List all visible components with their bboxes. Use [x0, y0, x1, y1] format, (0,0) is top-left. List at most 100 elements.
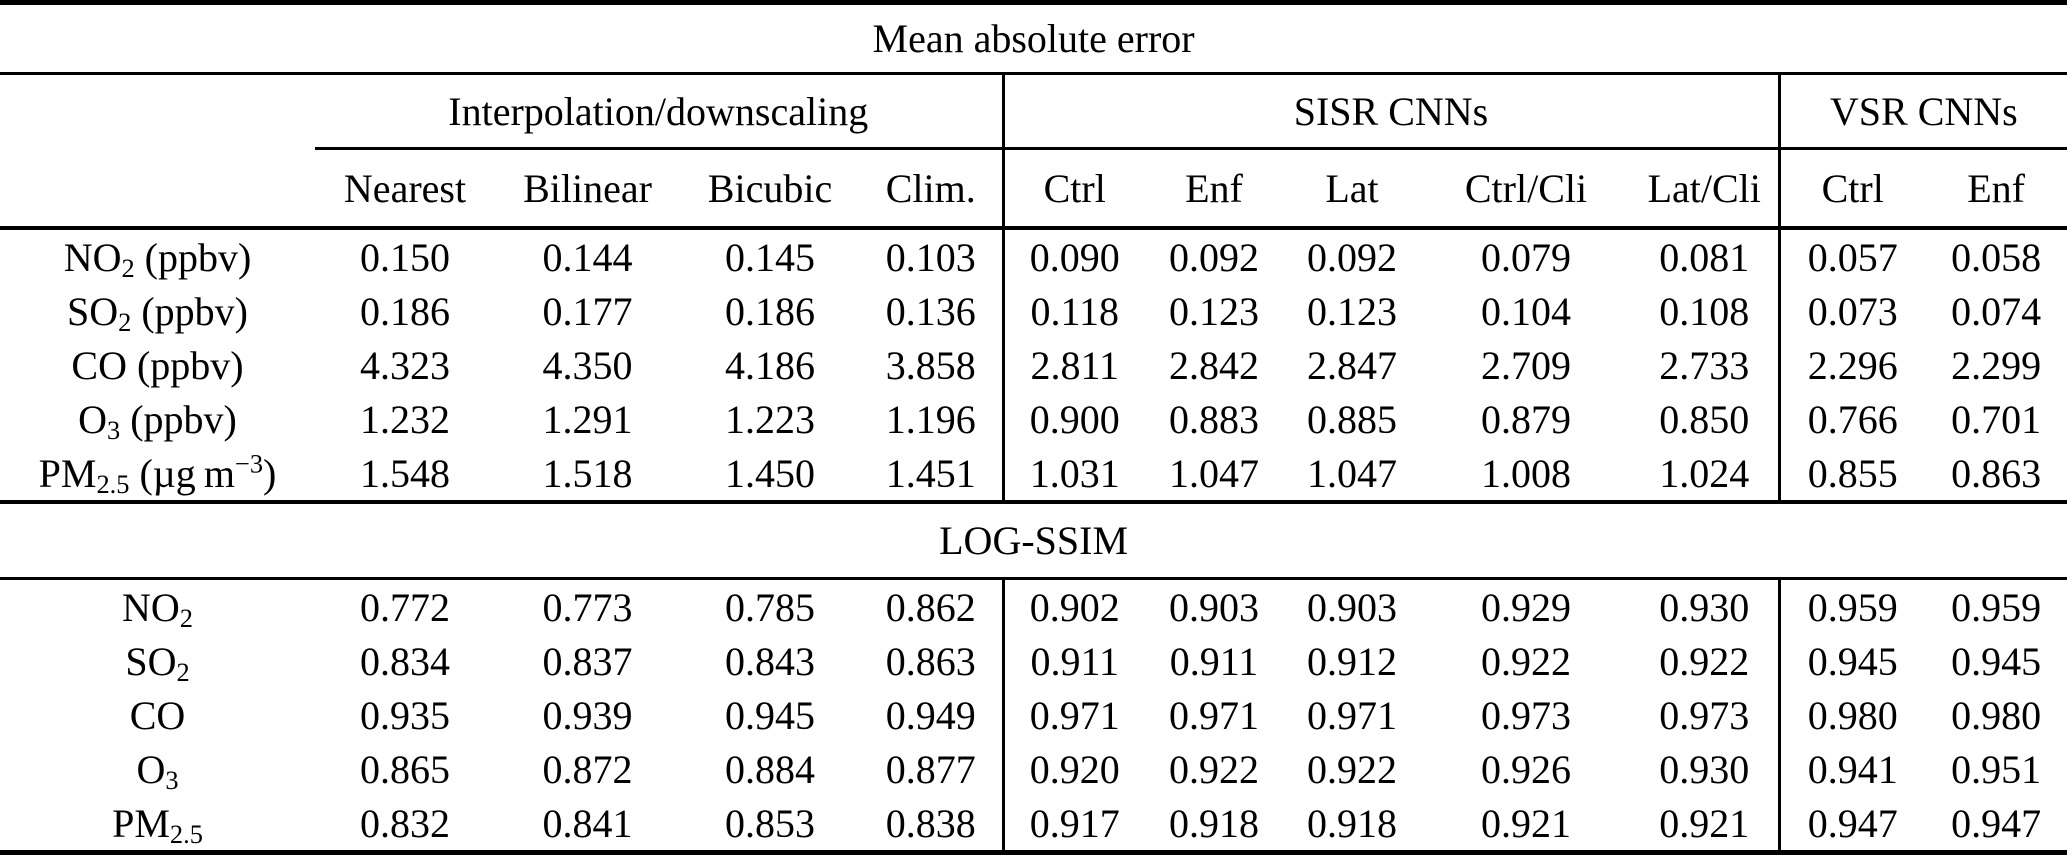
value-cell: 0.766	[1777, 392, 1925, 446]
section-title-ssim-row: LOG-SSIM	[0, 502, 2067, 580]
value-cell: 2.296	[1777, 338, 1925, 392]
value-cell: 0.090	[1001, 228, 1145, 284]
row-label: NO2 (ppbv)	[0, 228, 315, 284]
table-row: O3 (ppbv) 1.232 1.291 1.223 1.196 0.900 0.883 0…	[0, 392, 2067, 446]
value-cell: 0.841	[542, 800, 633, 846]
col-header-sisr-ctrlcli: Ctrl/Cli	[1421, 148, 1631, 230]
value-cell: 0.865	[360, 746, 450, 792]
label-text: NO	[63, 234, 122, 280]
value-cell: 1.223	[725, 396, 815, 442]
value-cell: 0.930	[1659, 746, 1750, 792]
table-row: O3 0.865 0.872 0.884 0.877 0.920 0.922 0.922 0.9…	[0, 742, 2067, 796]
table-row: NO2 (ppbv) 0.150 0.144 0.145 0.103 0.090 0.092…	[0, 228, 2067, 284]
value-cell: 0.917	[1001, 796, 1145, 853]
value-cell: 0.947	[1951, 800, 2042, 846]
value-cell: 0.918	[1169, 800, 1259, 846]
superscript: −3	[234, 447, 264, 478]
value-cell: 0.123	[1169, 288, 1259, 334]
value-cell: 0.773	[542, 584, 633, 630]
value-cell: 1.196	[885, 396, 976, 442]
value-cell: 2.299	[1951, 342, 2042, 388]
value-cell: 1.047	[1145, 446, 1283, 504]
subscript: 3	[107, 414, 121, 445]
subscript: 2.5	[169, 818, 203, 849]
section-title-ssim-body: LOG-SSIM	[0, 502, 2067, 580]
value-cell: 0.903	[1169, 584, 1259, 630]
subscript: 2	[179, 602, 193, 633]
value-cell: 2.847	[1307, 342, 1397, 388]
value-cell: 0.843	[725, 638, 815, 684]
label-text: (ppbv)	[131, 288, 248, 334]
table-row: SO2 0.834 0.837 0.843 0.863 0.911 0.911 0.912 0.…	[0, 634, 2067, 688]
value-cell: 0.885	[1307, 396, 1397, 442]
value-cell: 0.926	[1481, 746, 1571, 792]
value-cell: 4.323	[360, 342, 450, 388]
col-header-sisr-lat: Lat	[1283, 148, 1421, 230]
col-header-sisr-ctrl: Ctrl	[1001, 148, 1145, 230]
value-cell: 0.900	[1001, 392, 1145, 446]
value-cell: 0.922	[1307, 746, 1397, 792]
value-cell: 0.939	[542, 692, 633, 738]
value-cell: 0.918	[1307, 800, 1397, 846]
col-header-clim: Clim.	[860, 148, 1003, 230]
value-cell: 0.929	[1481, 584, 1571, 630]
row-label: PM2.5	[0, 796, 315, 853]
table-header: Mean absolute error Interpolation/downsc…	[0, 2, 2067, 230]
row-label: PM2.5 (µg m−3)	[0, 446, 315, 504]
value-cell: 0.980	[1777, 688, 1925, 742]
value-cell: 0.971	[1001, 688, 1145, 742]
row-label: CO (ppbv)	[0, 338, 315, 392]
value-cell: 1.024	[1631, 446, 1779, 504]
table-row: CO 0.935 0.939 0.945 0.949 0.971 0.971 0.971 0.9…	[0, 688, 2067, 742]
value-cell: 0.959	[1951, 584, 2042, 630]
subscript: 2	[118, 306, 132, 337]
corner-empty-cell	[0, 148, 315, 230]
value-cell: 0.980	[1951, 692, 2042, 738]
value-cell: 0.177	[542, 288, 633, 334]
col-header-sisr-enf: Enf	[1145, 148, 1283, 230]
col-header-vsr-ctrl: Ctrl	[1777, 148, 1925, 230]
value-cell: 0.785	[725, 584, 815, 630]
value-cell: 0.079	[1481, 234, 1571, 280]
value-cell: 0.186	[725, 288, 815, 334]
col-header-sisr-latcli: Lat/Cli	[1631, 148, 1779, 230]
value-cell: 0.862	[885, 584, 976, 630]
value-cell: 2.811	[1001, 338, 1145, 392]
row-label: O3	[0, 742, 315, 796]
value-cell: 0.872	[542, 746, 633, 792]
value-cell: 0.921	[1481, 800, 1571, 846]
col-header-bilinear: Bilinear	[495, 148, 680, 230]
value-cell: 0.922	[1481, 638, 1571, 684]
section-title-ssim: LOG-SSIM	[0, 502, 2067, 580]
value-cell: 0.136	[885, 288, 976, 334]
value-cell: 0.930	[1659, 584, 1750, 630]
value-cell: 0.103	[885, 234, 976, 280]
column-group-header-row: Interpolation/downscaling SISR CNNs VSR …	[0, 73, 2067, 150]
value-cell: 1.047	[1283, 446, 1421, 504]
table-row: CO (ppbv) 4.323 4.350 4.186 3.858 2.811 2.842 2…	[0, 338, 2067, 392]
value-cell: 1.291	[542, 396, 633, 442]
value-cell: 0.912	[1307, 638, 1397, 684]
value-cell: 0.941	[1777, 742, 1925, 796]
label-text: O	[78, 396, 108, 442]
section-title-mae-row: Mean absolute error	[0, 2, 2067, 75]
row-label: NO2	[0, 579, 315, 635]
group-header-interpolation: Interpolation/downscaling	[315, 73, 1003, 150]
label-text: O	[136, 746, 166, 792]
value-cell: 0.922	[1659, 638, 1750, 684]
corner-empty-cell	[0, 74, 315, 149]
value-cell: 0.118	[1001, 284, 1145, 338]
value-cell: 1.031	[1001, 446, 1145, 504]
value-cell: 0.947	[1777, 796, 1925, 853]
value-cell: 1.232	[360, 396, 450, 442]
row-label: SO2	[0, 634, 315, 688]
label-text: NO	[122, 584, 180, 630]
value-cell: 0.701	[1951, 396, 2042, 442]
value-cell: 0.772	[360, 584, 450, 630]
value-cell: 0.092	[1169, 234, 1259, 280]
value-cell: 0.092	[1307, 234, 1397, 280]
value-cell: 0.863	[1925, 446, 2067, 504]
value-cell: 2.709	[1481, 342, 1571, 388]
label-text: (µg m	[129, 450, 235, 496]
